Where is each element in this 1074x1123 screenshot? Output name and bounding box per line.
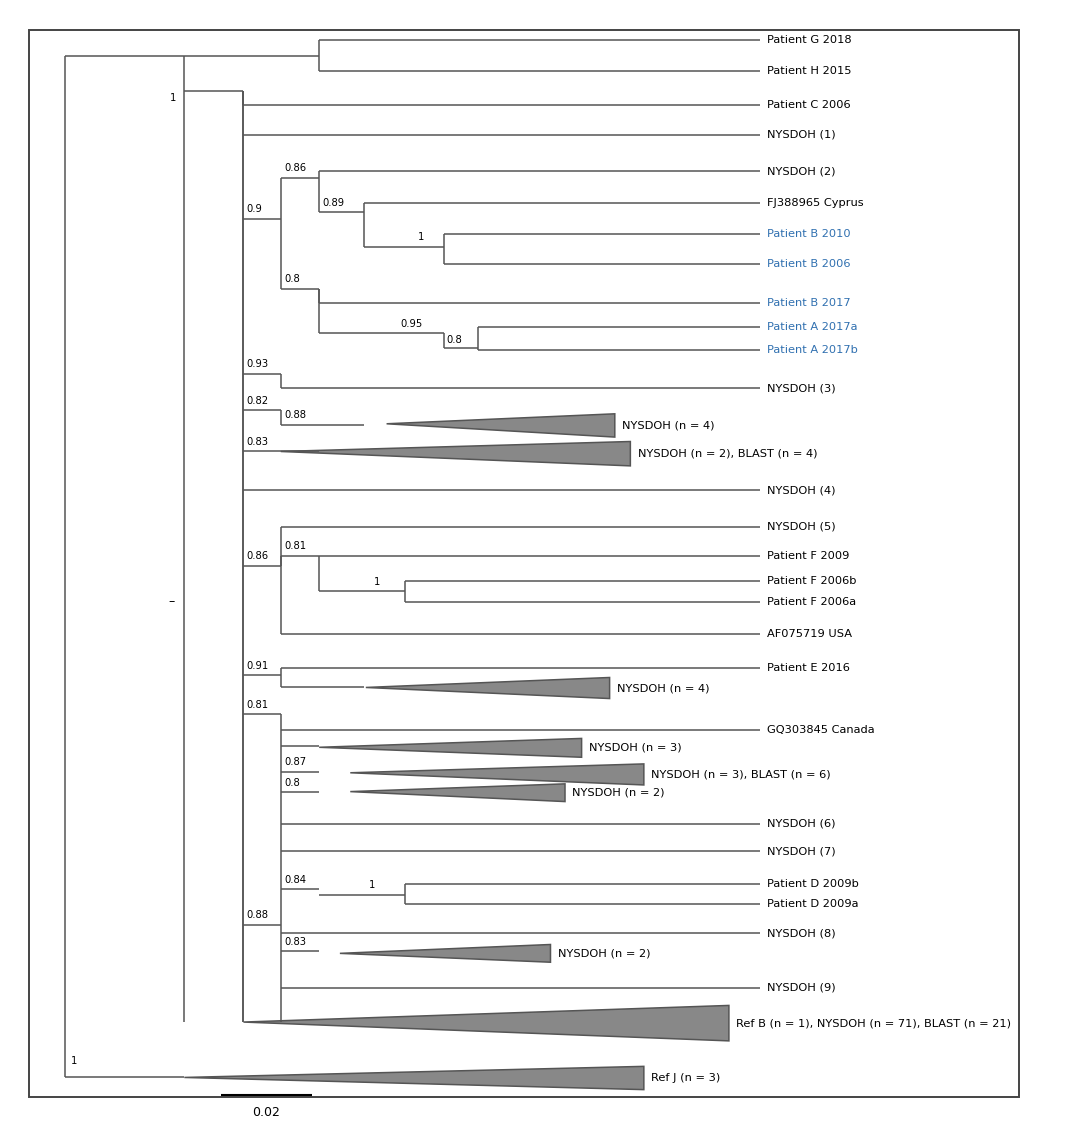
- Text: Patient A 2017a: Patient A 2017a: [767, 322, 858, 332]
- Polygon shape: [244, 1005, 729, 1041]
- Text: NYSDOH (2): NYSDOH (2): [767, 166, 836, 176]
- Text: 0.8: 0.8: [447, 335, 463, 345]
- Text: NYSDOH (n = 3), BLAST (n = 6): NYSDOH (n = 3), BLAST (n = 6): [651, 769, 830, 779]
- Polygon shape: [366, 677, 610, 699]
- Text: Patient B 2017: Patient B 2017: [767, 298, 851, 308]
- Text: NYSDOH (n = 2): NYSDOH (n = 2): [557, 948, 650, 958]
- Polygon shape: [350, 784, 565, 802]
- Text: 0.86: 0.86: [284, 163, 306, 173]
- Text: 1: 1: [369, 880, 375, 891]
- Text: –: –: [169, 594, 175, 608]
- Text: 0.9: 0.9: [247, 204, 262, 214]
- Text: 0.88: 0.88: [284, 411, 306, 420]
- Text: NYSDOH (6): NYSDOH (6): [767, 819, 836, 829]
- Text: Patient H 2015: Patient H 2015: [767, 66, 852, 76]
- Text: Patient F 2006b: Patient F 2006b: [767, 576, 857, 586]
- Text: FJ388965 Cyprus: FJ388965 Cyprus: [767, 199, 863, 208]
- Text: 0.88: 0.88: [247, 910, 268, 920]
- Text: Patient G 2018: Patient G 2018: [767, 36, 852, 45]
- Text: 0.84: 0.84: [284, 875, 306, 885]
- Text: 0.81: 0.81: [284, 541, 306, 551]
- Text: 0.95: 0.95: [401, 319, 422, 329]
- Text: 1: 1: [71, 1057, 77, 1067]
- Text: 0.87: 0.87: [284, 757, 306, 767]
- Text: Patient B 2006: Patient B 2006: [767, 259, 851, 270]
- Text: 0.8: 0.8: [284, 778, 300, 788]
- Text: Patient B 2010: Patient B 2010: [767, 229, 851, 239]
- Text: Patient C 2006: Patient C 2006: [767, 100, 851, 110]
- Text: 0.93: 0.93: [247, 359, 268, 369]
- Text: 1: 1: [418, 232, 424, 243]
- Text: NYSDOH (9): NYSDOH (9): [767, 983, 836, 993]
- Text: 0.83: 0.83: [247, 437, 268, 447]
- Text: NYSDOH (n = 2), BLAST (n = 4): NYSDOH (n = 2), BLAST (n = 4): [638, 449, 817, 458]
- Text: NYSDOH (3): NYSDOH (3): [767, 383, 836, 393]
- Text: 1: 1: [374, 576, 380, 586]
- Text: 0.86: 0.86: [247, 551, 268, 562]
- Text: NYSDOH (4): NYSDOH (4): [767, 485, 836, 495]
- Text: GQ303845 Canada: GQ303845 Canada: [767, 724, 875, 734]
- Polygon shape: [280, 441, 630, 466]
- Text: NYSDOH (n = 3): NYSDOH (n = 3): [589, 742, 682, 752]
- Text: Ref J (n = 3): Ref J (n = 3): [651, 1072, 721, 1083]
- Text: NYSDOH (7): NYSDOH (7): [767, 847, 836, 857]
- Text: NYSDOH (5): NYSDOH (5): [767, 522, 836, 532]
- Text: 0.81: 0.81: [247, 700, 268, 710]
- Text: NYSDOH (8): NYSDOH (8): [767, 929, 836, 939]
- Text: NYSDOH (1): NYSDOH (1): [767, 129, 836, 139]
- Text: 0.89: 0.89: [322, 198, 345, 208]
- Text: NYSDOH (n = 2): NYSDOH (n = 2): [572, 787, 665, 797]
- Polygon shape: [350, 764, 643, 785]
- Text: 0.02: 0.02: [252, 1106, 280, 1120]
- Text: Patient F 2009: Patient F 2009: [767, 550, 850, 560]
- Polygon shape: [185, 1067, 643, 1089]
- Text: Patient E 2016: Patient E 2016: [767, 663, 851, 673]
- Text: NYSDOH (n = 4): NYSDOH (n = 4): [622, 420, 714, 430]
- Text: Patient D 2009a: Patient D 2009a: [767, 898, 859, 909]
- Text: Ref B (n = 1), NYSDOH (n = 71), BLAST (n = 21): Ref B (n = 1), NYSDOH (n = 71), BLAST (n…: [736, 1019, 1011, 1029]
- Text: 1: 1: [170, 93, 176, 103]
- Text: Patient F 2006a: Patient F 2006a: [767, 597, 856, 608]
- Text: 0.82: 0.82: [247, 396, 268, 407]
- Text: 0.91: 0.91: [247, 660, 268, 670]
- Text: 0.83: 0.83: [284, 937, 306, 947]
- Text: Patient A 2017b: Patient A 2017b: [767, 345, 858, 355]
- Text: 0.8: 0.8: [284, 274, 300, 284]
- Text: Patient D 2009b: Patient D 2009b: [767, 878, 859, 888]
- Text: NYSDOH (n = 4): NYSDOH (n = 4): [616, 683, 709, 693]
- Polygon shape: [339, 944, 551, 962]
- Polygon shape: [319, 739, 582, 757]
- Text: AF075719 USA: AF075719 USA: [767, 629, 853, 639]
- Polygon shape: [387, 413, 614, 437]
